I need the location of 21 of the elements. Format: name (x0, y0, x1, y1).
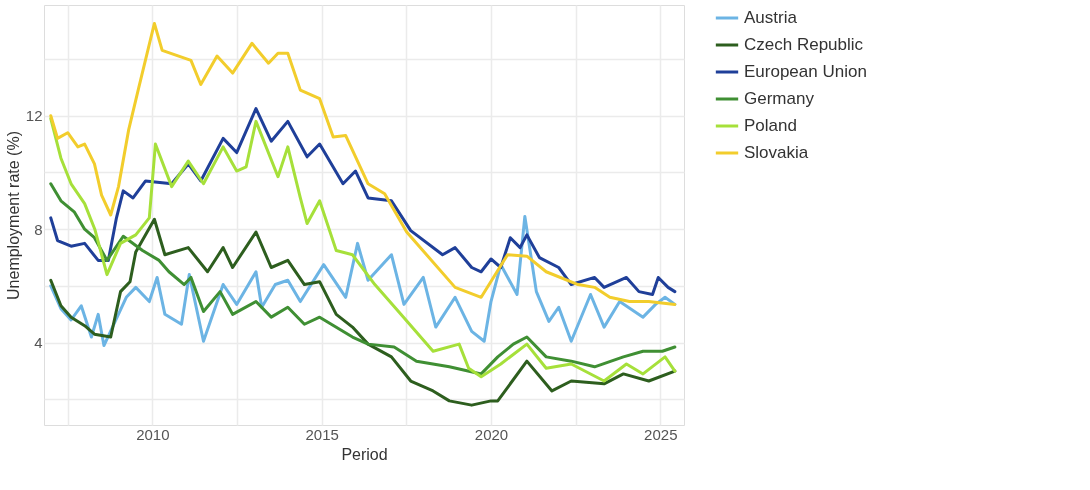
y-tick-label: 8 (34, 220, 43, 238)
legend-label: European Union (744, 62, 867, 81)
line-series (49, 107, 677, 296)
x-tick-label: 2010 (136, 425, 170, 443)
y-tick-label: 12 (25, 107, 43, 125)
y-axis-title: Unemployment rate (%) (4, 131, 22, 300)
legend-label: Slovakia (744, 143, 809, 162)
x-axis-title: Period (341, 445, 388, 463)
line-series (49, 21, 677, 306)
x-tick-label: 2015 (305, 425, 339, 443)
line-series (49, 182, 677, 376)
y-tick-label: 4 (34, 334, 43, 352)
line-series (49, 217, 677, 407)
x-tick-label: 2025 (644, 425, 678, 443)
legend-label: Austria (744, 8, 798, 27)
line-series (49, 117, 677, 383)
legend-label: Czech Republic (744, 35, 864, 54)
legend-label: Germany (744, 89, 815, 108)
legend-label: Poland (744, 116, 797, 135)
line-series (49, 214, 677, 348)
x-tick-label: 2020 (474, 425, 509, 443)
